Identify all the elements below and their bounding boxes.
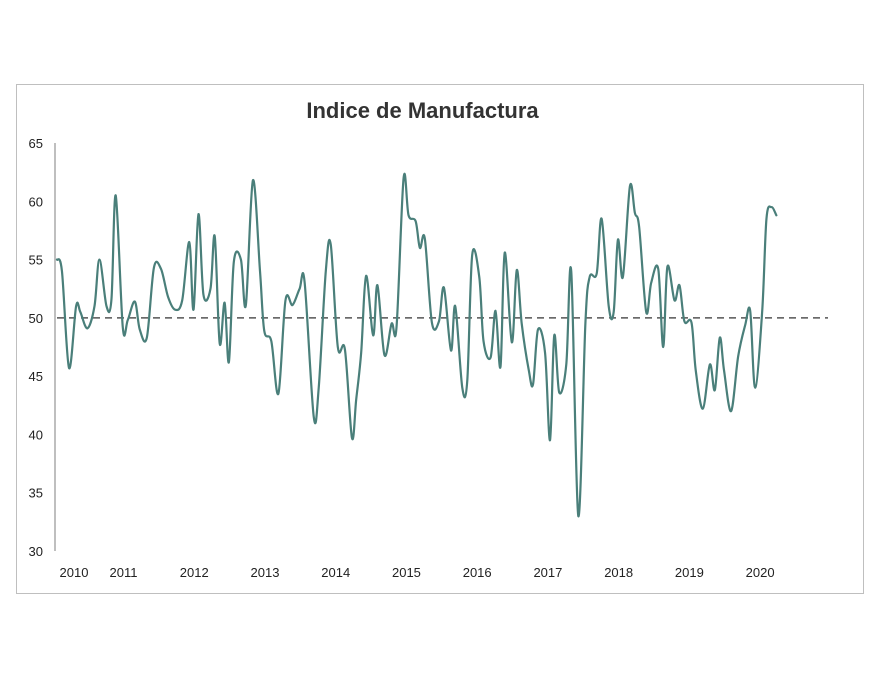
y-tick-label: 45 [29,369,43,384]
x-tick-label: 2019 [675,565,704,580]
chart-frame [16,84,864,594]
y-tick-label: 50 [29,311,43,326]
chart-title: Indice de Manufactura [306,98,539,123]
y-tick-label: 55 [29,253,43,268]
x-tick-label: 2020 [746,565,775,580]
series-line-0 [55,173,778,518]
x-tick-label: 2016 [463,565,492,580]
x-tick-label: 2018 [604,565,633,580]
y-tick-labels: 30 35 40 45 50 55 60 65 [29,136,43,559]
x-tick-label: 2013 [251,565,280,580]
x-tick-label: 2014 [321,565,350,580]
y-tick-label: 40 [29,427,43,442]
x-tick-label: 2015 [392,565,421,580]
y-tick-label: 65 [29,136,43,151]
x-tick-label: 2010 [60,565,89,580]
series-layer [55,173,778,518]
x-tick-labels: 2010 2011 2012 2013 2014 2015 2016 2017 2018 2019… [60,565,775,580]
x-tick-label: 2012 [180,565,209,580]
x-tick-label: 2011 [110,565,138,580]
y-tick-label: 35 [29,486,43,501]
x-tick-label: 2017 [533,565,562,580]
y-tick-label: 60 [29,194,43,209]
y-tick-label: 30 [29,544,43,559]
